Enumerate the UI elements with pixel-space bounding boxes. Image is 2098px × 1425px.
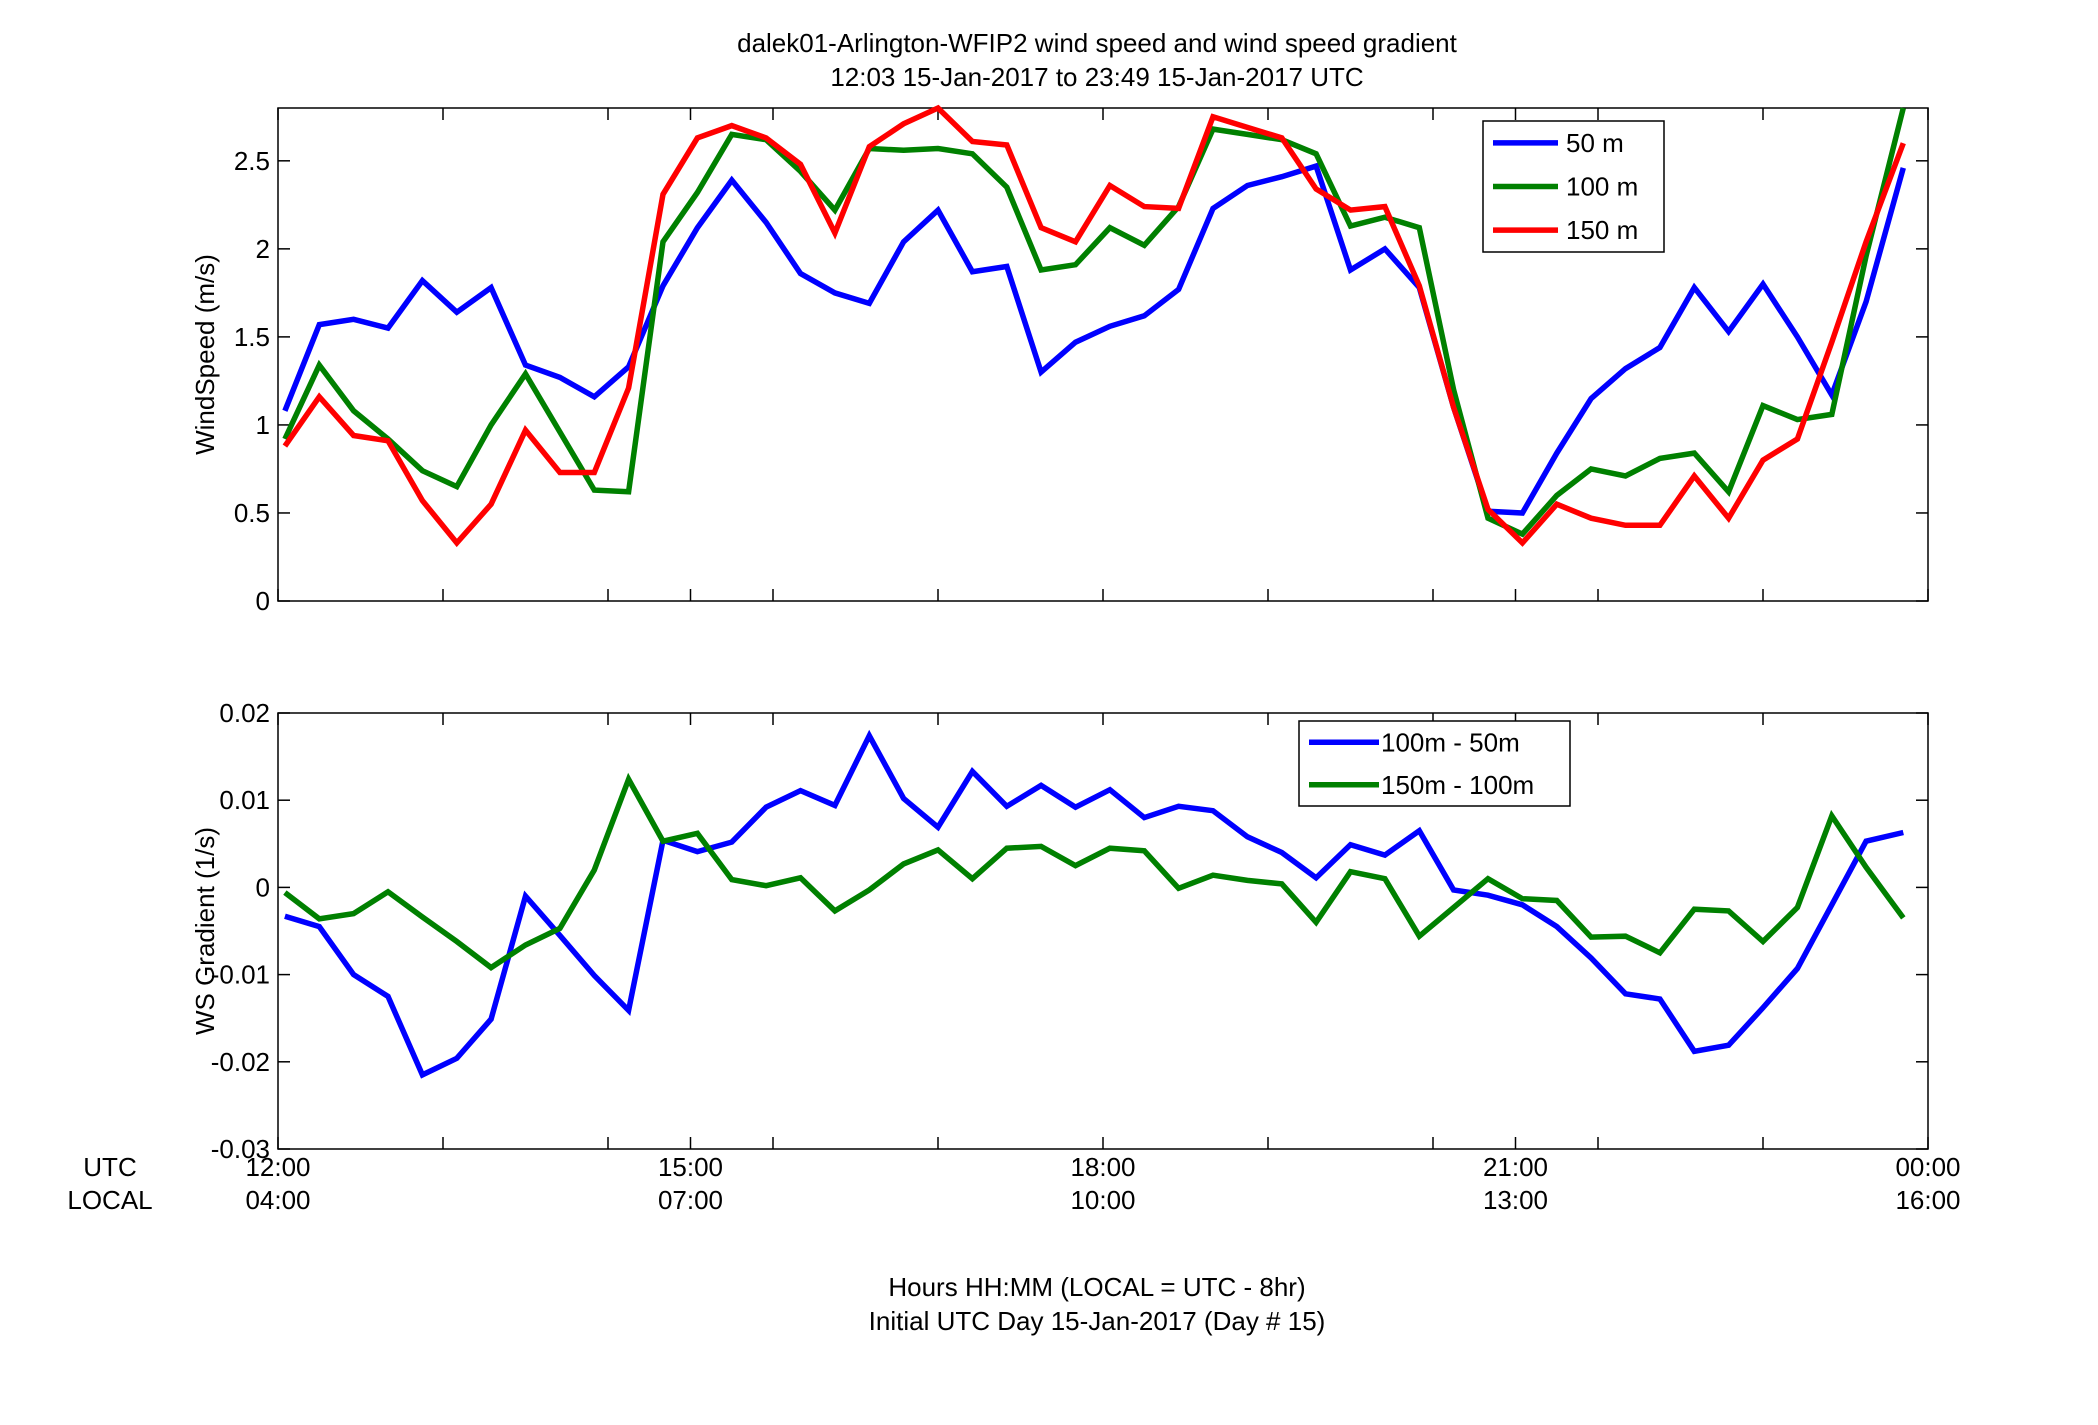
local-row-label: LOCAL (67, 1185, 152, 1215)
x-tick-label-utc: 00:00 (1895, 1152, 1960, 1182)
y-tick-label: -0.03 (211, 1134, 270, 1164)
x-tick-label-utc: 18:00 (1070, 1152, 1135, 1182)
x-tick-label-utc: 15:00 (658, 1152, 723, 1182)
series-line-150-m (282, 104, 1906, 548)
legend-label-150m-100m: 150m - 100m (1381, 770, 1534, 800)
x-tick-label-local: 04:00 (245, 1185, 310, 1215)
x-tick-labels: 12:00 15:00 18:00 21:00 00:00 04:00 07:00 10:00… (245, 1152, 1960, 1215)
figure-title-line1: dalek01-Arlington-WFIP2 wind speed and w… (737, 28, 1458, 58)
wind-gradient-panel: -0.03 -0.02 -0.01 0 0.01 0.02 WS Gradient (1/s… (190, 698, 1929, 1164)
y-tick-label: 2 (256, 234, 270, 264)
figure-title-line2: 12:03 15-Jan-2017 to 23:49 15-Jan-2017 U… (830, 62, 1363, 92)
y-tick-label: -0.01 (211, 960, 270, 990)
y-tick-label: -0.02 (211, 1047, 270, 1077)
x-tick-label-local: 13:00 (1483, 1185, 1548, 1215)
legend-label-150-m: 150 m (1566, 215, 1638, 245)
series-line-150m-100m (283, 772, 1906, 971)
y-tick-label: 1.5 (234, 322, 270, 352)
x-tick-label-local: 07:00 (658, 1185, 723, 1215)
y-tick-label: 0 (256, 586, 270, 616)
x-tick-label-utc: 12:00 (245, 1152, 310, 1182)
legend: 50 m 100 m 150 m (1482, 120, 1665, 253)
y-tick-label: 0.5 (234, 498, 270, 528)
wind-speed-panel: 0 0.5 1 1.5 2 2.5 WindSpeed (m/s) 50 m 100 m 150 … (190, 104, 1929, 616)
x-tick-label-local: 16:00 (1895, 1185, 1960, 1215)
legend-label-100-m: 100 m (1566, 172, 1638, 202)
y-tick-label: 0.02 (219, 698, 270, 728)
x-axis-label-line1: Hours HH:MM (LOCAL = UTC - 8hr) (888, 1272, 1305, 1302)
x-axis-label-line2: Initial UTC Day 15-Jan-2017 (Day # 15) (869, 1306, 1326, 1336)
legend: 100m - 50m 150m - 100m (1298, 720, 1571, 807)
series-line-50-m (282, 162, 1906, 516)
legend-label-50-m: 50 m (1566, 128, 1624, 158)
utc-row-label: UTC (83, 1152, 136, 1182)
y-tick-label: 2.5 (234, 146, 270, 176)
y-tick-label: 0 (256, 872, 270, 902)
series-line-100-m (282, 107, 1906, 538)
legend-label-100m-50m: 100m - 50m (1381, 727, 1520, 757)
y-axis-label: WindSpeed (m/s) (190, 254, 220, 455)
y-axis-label: WS Gradient (1/s) (190, 827, 220, 1035)
legend-box (1298, 720, 1571, 807)
x-tick-label-local: 10:00 (1070, 1185, 1135, 1215)
y-tick-label: 0.01 (219, 785, 270, 815)
x-tick-label-utc: 21:00 (1483, 1152, 1548, 1182)
y-tick-label: 1 (256, 410, 270, 440)
